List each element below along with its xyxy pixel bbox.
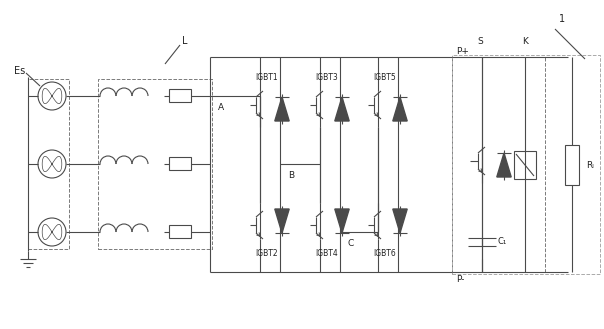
- Bar: [28, 79, 69, 249]
- Bar: [98, 79, 212, 249]
- Text: C₁: C₁: [497, 238, 507, 246]
- Bar: [565, 145, 579, 185]
- Text: S: S: [477, 38, 483, 46]
- Polygon shape: [275, 97, 289, 121]
- Text: IGBT4: IGBT4: [315, 248, 338, 258]
- Polygon shape: [393, 97, 407, 121]
- Text: Rₗ: Rₗ: [586, 161, 594, 169]
- Bar: [452, 57, 545, 272]
- Bar: [452, 55, 600, 274]
- Text: A: A: [218, 104, 224, 113]
- Text: 1: 1: [559, 14, 565, 24]
- Polygon shape: [393, 209, 407, 233]
- Polygon shape: [275, 209, 289, 233]
- Text: P-: P-: [456, 275, 464, 285]
- Bar: [169, 89, 191, 102]
- Text: P+: P+: [456, 46, 469, 56]
- Text: Es: Es: [14, 66, 25, 76]
- Text: IGBT6: IGBT6: [373, 248, 396, 258]
- Text: L: L: [182, 36, 188, 46]
- Text: IGBT1: IGBT1: [255, 72, 278, 82]
- Text: IGBT2: IGBT2: [255, 248, 278, 258]
- Bar: [169, 225, 191, 238]
- Text: C: C: [348, 240, 355, 248]
- Text: IGBT5: IGBT5: [373, 72, 396, 82]
- Polygon shape: [497, 153, 511, 177]
- Text: B: B: [288, 171, 294, 181]
- Bar: [514, 151, 536, 179]
- Bar: [169, 157, 191, 170]
- Text: IGBT3: IGBT3: [315, 72, 338, 82]
- Text: K: K: [522, 38, 528, 46]
- Polygon shape: [335, 209, 349, 233]
- Polygon shape: [335, 97, 349, 121]
